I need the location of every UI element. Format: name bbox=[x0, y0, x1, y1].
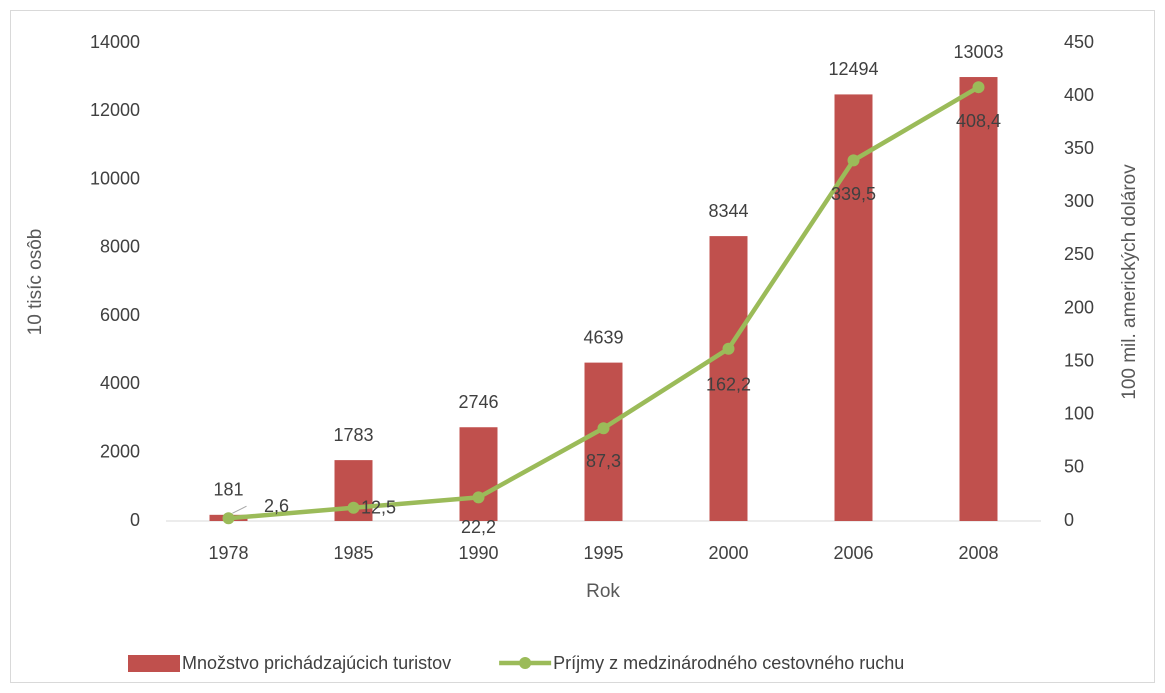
y2-tick-label: 300 bbox=[1064, 191, 1094, 211]
y2-tick-label: 200 bbox=[1064, 297, 1094, 317]
y-tick-label: 0 bbox=[130, 510, 140, 530]
bar-value-label: 8344 bbox=[708, 201, 748, 221]
line-value-label: 87,3 bbox=[586, 451, 621, 471]
bar bbox=[959, 77, 998, 521]
y-axis-title: 10 tisíc osôb bbox=[25, 229, 46, 336]
bar-value-label: 1783 bbox=[333, 425, 373, 445]
y2-tick-label: 450 bbox=[1064, 32, 1094, 52]
line-value-label: 162,2 bbox=[706, 374, 751, 394]
bar-value-label: 181 bbox=[213, 480, 243, 500]
y2-tick-label: 350 bbox=[1064, 138, 1094, 158]
y2-axis-title: 100 mil. amerických dolárov bbox=[1119, 164, 1140, 400]
y2-tick-label: 250 bbox=[1064, 244, 1094, 264]
y-tick-label: 14000 bbox=[90, 32, 140, 52]
line-point bbox=[347, 501, 360, 514]
y2-tick-label: 100 bbox=[1064, 404, 1094, 424]
line-value-label: 408,4 bbox=[956, 111, 1001, 131]
line-point bbox=[972, 81, 985, 94]
x-axis-title: Rok bbox=[586, 581, 620, 602]
line-point bbox=[472, 491, 485, 504]
x-tick-label: 2000 bbox=[708, 543, 748, 563]
legend-swatch bbox=[519, 657, 532, 669]
y-tick-label: 4000 bbox=[100, 373, 140, 393]
bar bbox=[709, 236, 748, 521]
y-tick-label: 10000 bbox=[90, 168, 140, 188]
line-value-label: 339,5 bbox=[831, 184, 876, 204]
x-tick-label: 1978 bbox=[208, 543, 248, 563]
bar-value-label: 13003 bbox=[953, 42, 1003, 62]
bar-value-label: 4639 bbox=[583, 327, 623, 347]
legend-swatch bbox=[128, 655, 180, 672]
y-tick-label: 6000 bbox=[100, 305, 140, 325]
y2-tick-label: 50 bbox=[1064, 457, 1084, 477]
bar bbox=[584, 362, 623, 521]
bar-value-label: 2746 bbox=[458, 392, 498, 412]
y-tick-label: 12000 bbox=[90, 100, 140, 120]
x-tick-label: 2006 bbox=[833, 543, 873, 563]
line-value-label: 22,2 bbox=[461, 517, 496, 537]
line-point bbox=[722, 342, 735, 355]
x-tick-label: 1985 bbox=[333, 543, 373, 563]
x-tick-label: 1990 bbox=[458, 543, 498, 563]
legend-label: Príjmy z medzinárodného cestovného ruchu bbox=[553, 653, 904, 673]
line-value-label: 2,6 bbox=[264, 496, 289, 516]
line-value-label: 12,5 bbox=[361, 497, 396, 517]
legend-label: Množstvo prichádzajúcich turistov bbox=[182, 653, 451, 673]
y2-tick-label: 0 bbox=[1064, 510, 1074, 530]
bar-value-label: 12494 bbox=[828, 59, 878, 79]
line-point bbox=[597, 422, 610, 435]
x-tick-label: 2008 bbox=[958, 543, 998, 563]
y2-tick-label: 150 bbox=[1064, 350, 1094, 370]
bar bbox=[459, 427, 498, 521]
leader-line bbox=[232, 505, 247, 514]
y-tick-label: 8000 bbox=[100, 237, 140, 257]
x-tick-label: 1995 bbox=[583, 543, 623, 563]
y-tick-label: 2000 bbox=[100, 441, 140, 461]
y2-tick-label: 400 bbox=[1064, 85, 1094, 105]
line-point bbox=[847, 154, 860, 167]
line-point bbox=[222, 512, 235, 525]
